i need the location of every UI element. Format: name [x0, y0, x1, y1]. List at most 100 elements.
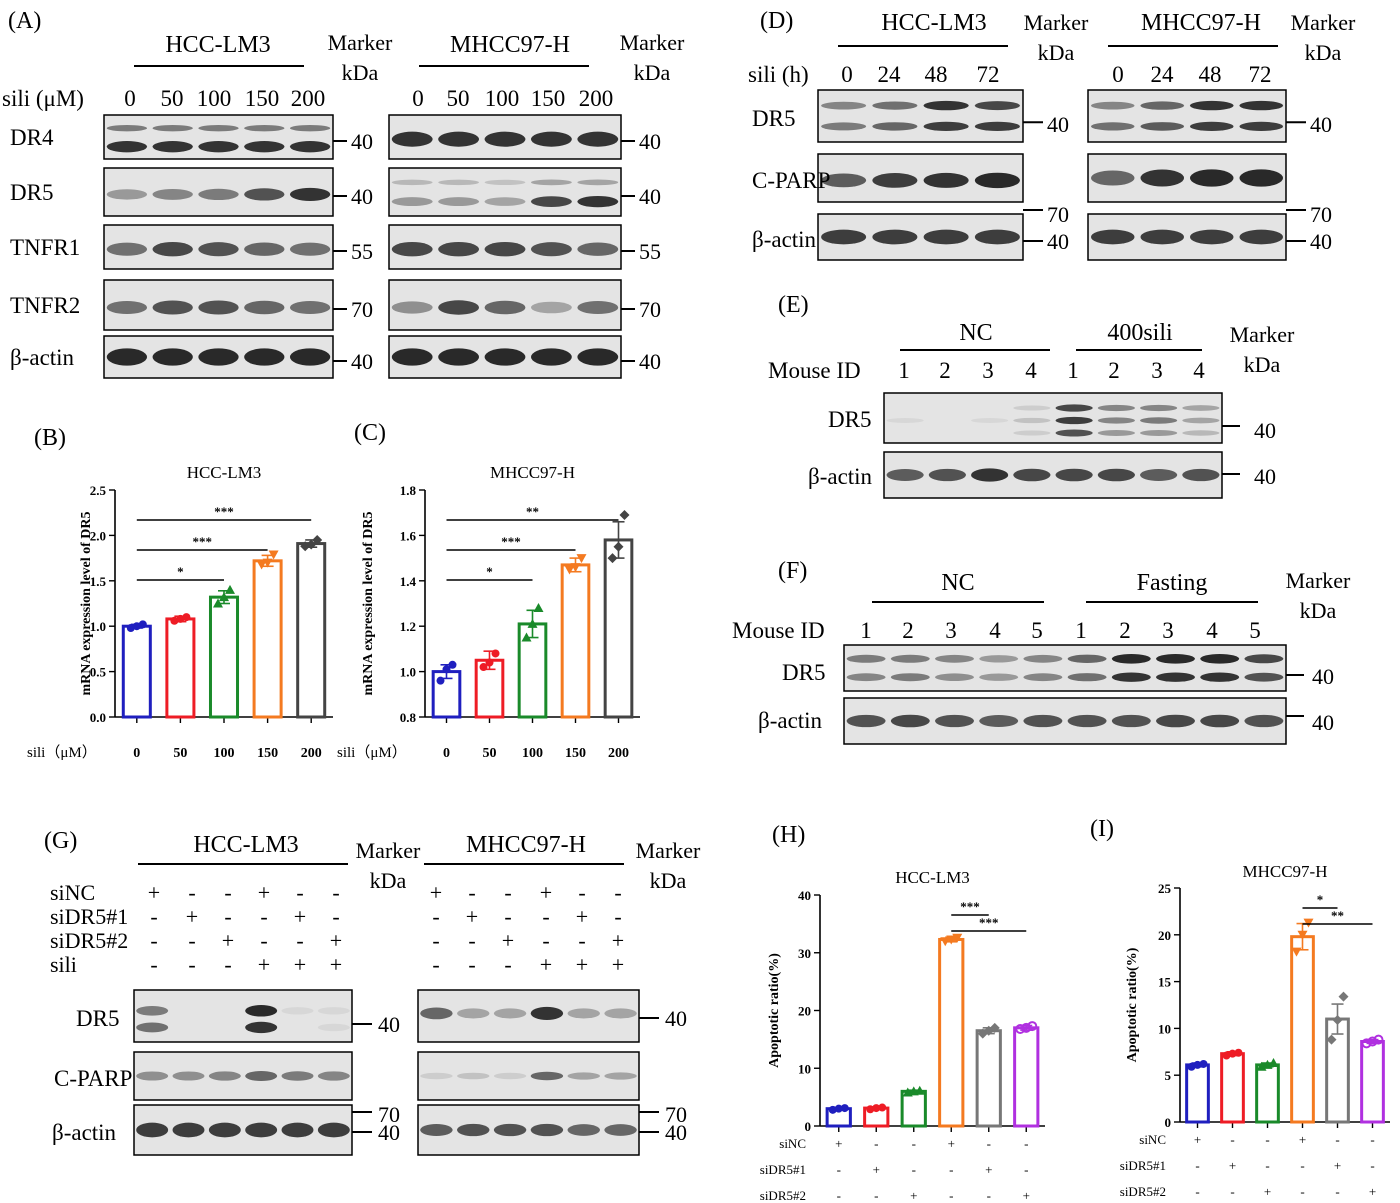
y-tick-label: 2.0 [90, 528, 106, 543]
band [244, 141, 285, 153]
lane-label: 100 [197, 86, 232, 111]
condition-sign: - [1024, 1136, 1028, 1151]
band [1200, 654, 1240, 664]
chart-title: MHCC97-H [1242, 862, 1327, 881]
band [1067, 654, 1107, 663]
bar [900, 1089, 927, 1128]
marker-unit: kDa [1305, 40, 1342, 65]
data-point [872, 1104, 881, 1113]
data-point [533, 603, 544, 613]
band [1055, 416, 1093, 425]
band [136, 1006, 169, 1016]
band [1097, 430, 1135, 436]
gel-strip [817, 89, 1024, 143]
condition-sign: - [542, 928, 549, 953]
condition-sign: - [837, 1162, 841, 1177]
band [245, 1070, 278, 1082]
mouse-id-label: Mouse ID [732, 618, 825, 643]
y-tick-label: 0 [805, 1119, 812, 1134]
protein-label: β-actin [52, 1120, 117, 1145]
marker-unit: kDa [650, 868, 687, 893]
band [935, 654, 974, 663]
band [530, 242, 572, 257]
band [136, 1022, 169, 1033]
band [438, 300, 480, 315]
band [886, 418, 924, 423]
band [1156, 714, 1195, 728]
panel-letter: (G) [44, 828, 77, 854]
data-point [866, 1105, 875, 1114]
protein-label: DR5 [752, 106, 795, 131]
condition-sign: - [1335, 1132, 1339, 1147]
band [1013, 430, 1051, 436]
band [391, 348, 433, 366]
y-tick-label: 2.5 [90, 483, 107, 498]
data-point [448, 660, 457, 669]
band [106, 348, 148, 366]
protein-label: DR5 [828, 407, 871, 432]
data-point [1027, 1021, 1038, 1032]
band [198, 348, 239, 366]
marker-value: 40 [351, 349, 373, 374]
band [1111, 672, 1151, 682]
data-point [1187, 1062, 1196, 1071]
y-tick-label: 1.4 [400, 574, 417, 589]
bar [1255, 1063, 1280, 1124]
condition-sign: + [466, 904, 478, 929]
gel-strip [1087, 213, 1287, 261]
condition-sign: + [294, 904, 306, 929]
condition-sign: - [468, 880, 475, 905]
band [244, 300, 285, 315]
condition-sign: - [224, 880, 231, 905]
mouse-id: 5 [1031, 618, 1043, 643]
y-tick-label: 20 [1158, 928, 1171, 943]
bar [603, 538, 634, 719]
condition-sign: - [188, 928, 195, 953]
band [244, 125, 285, 132]
bar [1360, 1040, 1385, 1124]
y-axis-label: mRNA expression level of DR5 [79, 511, 94, 695]
band [1244, 654, 1284, 664]
band [289, 348, 331, 366]
condition-sign: - [188, 952, 195, 977]
data-point [1361, 1038, 1372, 1049]
marker-value: 40 [1047, 229, 1069, 254]
condition-sign: - [1230, 1184, 1234, 1199]
band [172, 1071, 205, 1081]
band [289, 125, 331, 132]
band [281, 1122, 314, 1138]
y-tick-label: 0 [1165, 1115, 1172, 1130]
data-point [1021, 1022, 1032, 1033]
band [1140, 122, 1185, 131]
data-point [256, 560, 267, 570]
lane-label: 0 [124, 86, 136, 111]
band [1182, 417, 1220, 424]
condition-sign: - [150, 928, 157, 953]
marker-value: 70 [351, 297, 373, 322]
mouse-id: 4 [989, 618, 1001, 643]
marker-value: 40 [1310, 112, 1332, 137]
protein-label: C-PARP [54, 1066, 132, 1091]
band [1200, 714, 1240, 728]
condition-sign: - [912, 1136, 916, 1151]
condition-sign: - [542, 904, 549, 929]
band [1023, 654, 1063, 663]
condition-sign: + [222, 928, 234, 953]
condition-sign: - [432, 904, 439, 929]
marker-value: 40 [639, 184, 661, 209]
lane-label: 24 [878, 62, 902, 87]
data-point [946, 935, 957, 945]
y-axis-label: Apoptotic ratio(%) [1125, 947, 1140, 1062]
data-point [521, 632, 532, 642]
gel-strip [388, 114, 622, 160]
chart-title: MHCC97-H [490, 463, 575, 482]
y-tick-label: 1.6 [400, 528, 417, 543]
band [530, 301, 572, 314]
condition-sign: + [948, 1136, 955, 1151]
marker-value: 55 [639, 239, 661, 264]
condition-label: siDR5#2 [760, 1188, 806, 1203]
bar [296, 542, 327, 719]
band [289, 141, 331, 153]
band [530, 179, 572, 186]
bar [1013, 1026, 1040, 1128]
